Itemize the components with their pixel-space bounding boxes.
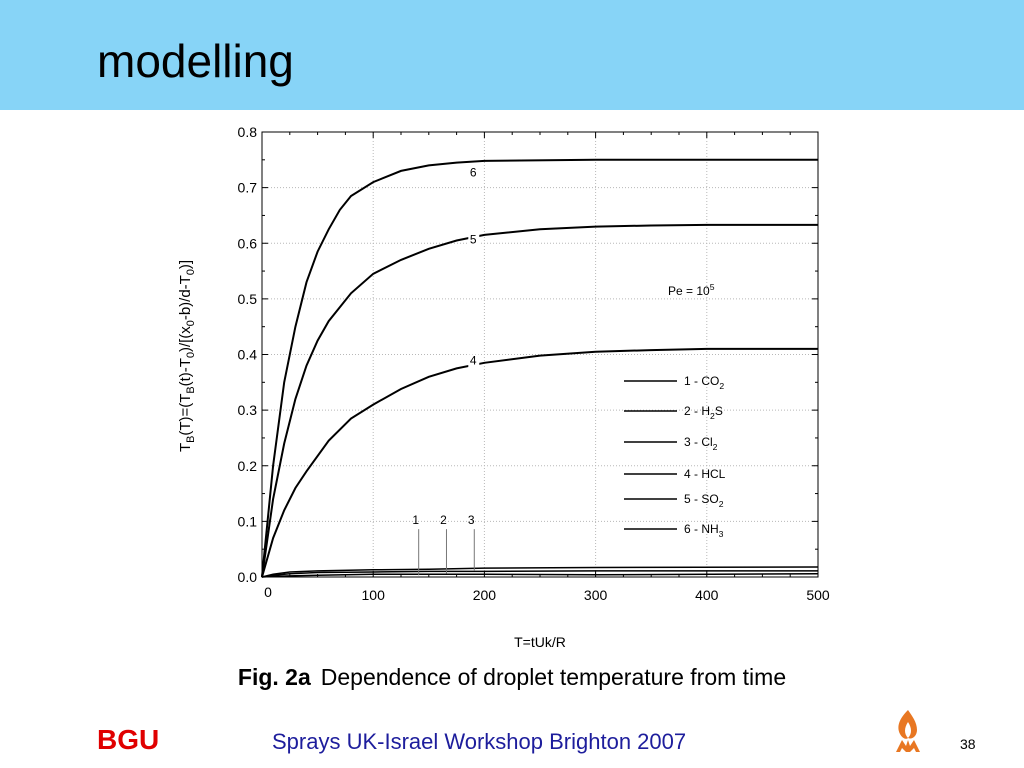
y-tick-label: 0.6 (238, 235, 258, 251)
series-label-3: 3 (468, 513, 475, 527)
chart-legend: 1 - CO2 2 - H2S 3 - Cl2 4 - HCL 5 - SO2 6 - N… (624, 374, 726, 539)
y-tick-label: 0.4 (238, 347, 258, 363)
x-tick-label: 200 (473, 587, 497, 603)
legend-label-6: 6 - NH3 (684, 522, 724, 539)
series-labels: 1 2 3 4 5 6 (412, 166, 480, 576)
flame-shape (898, 710, 917, 739)
series-label-5: 5 (470, 232, 477, 246)
header-bar (0, 0, 1024, 110)
y-tick-label: 0.8 (238, 124, 258, 140)
y-axis-title: TB(T)=(TB(t)-T0)/[(x0-b)/d-T0)] (177, 260, 197, 452)
page-number: 38 (960, 736, 976, 752)
footer-brand: BGU (97, 724, 160, 755)
axis-ticks: 0 100 200 300 400 500 0.0 0.1 0.2 0.3 0.4 0.5 0.6 0.7… (238, 124, 830, 603)
series-label-6: 6 (470, 166, 477, 180)
x-tick-label: 400 (695, 587, 719, 603)
y-tick-label: 0.7 (238, 180, 258, 196)
series-line-5 (261, 223, 818, 578)
flame-logo-icon (896, 710, 920, 752)
y-tick-label: 0.5 (238, 291, 258, 307)
chart-grid (262, 132, 818, 577)
series-line-4 (261, 347, 818, 578)
x-tick-label: 100 (362, 587, 386, 603)
chart-series (261, 158, 819, 578)
series-label-bg-6 (468, 166, 480, 180)
series-line-1 (261, 572, 819, 578)
series-label-1: 1 (412, 513, 419, 527)
figure-caption-text: Dependence of droplet temperature from t… (320, 664, 787, 690)
y-tick-label: 0.3 (238, 402, 258, 418)
series-label-bg-4 (468, 354, 480, 368)
legend-label-5: 5 - SO2 (684, 492, 724, 509)
legend-label-1: 1 - CO2 (684, 374, 724, 391)
flame-base (896, 740, 920, 752)
series-label-bg-5 (468, 233, 480, 247)
x-tick-label: 0 (264, 584, 272, 600)
footer-event: Sprays UK-Israel Workshop Brighton 2007 (272, 729, 687, 754)
slide-title: modelling (97, 35, 294, 87)
y-tick-label: 0.0 (238, 569, 258, 585)
legend-label-3: 3 - Cl2 (684, 435, 718, 452)
legend-label-4: 4 - HCL (684, 467, 726, 481)
series-line-3 (261, 566, 819, 578)
x-axis-title: T=tUk/R (514, 634, 566, 650)
y-tick-label: 0.2 (238, 458, 258, 474)
x-tick-label: 300 (584, 587, 608, 603)
figure-caption-number: Fig. 2a (237, 664, 311, 690)
series-label-2: 2 (440, 513, 447, 527)
plot-frame (261, 131, 819, 578)
chart: 0 100 200 300 400 500 0.0 0.1 0.2 0.3 0.4 0.5 0.6 0.7… (177, 124, 830, 650)
figure-caption: Fig. 2a Dependence of droplet temperature… (0, 664, 1024, 691)
y-tick-label: 0.1 (238, 513, 258, 529)
series-label-4: 4 (470, 354, 477, 368)
series-line-2 (261, 570, 818, 578)
x-tick-label: 500 (806, 587, 830, 603)
pe-annotation: Pe = 105 (668, 282, 715, 298)
series-line-6 (261, 158, 818, 578)
legend-label-2: 2 - H2S (684, 404, 723, 421)
